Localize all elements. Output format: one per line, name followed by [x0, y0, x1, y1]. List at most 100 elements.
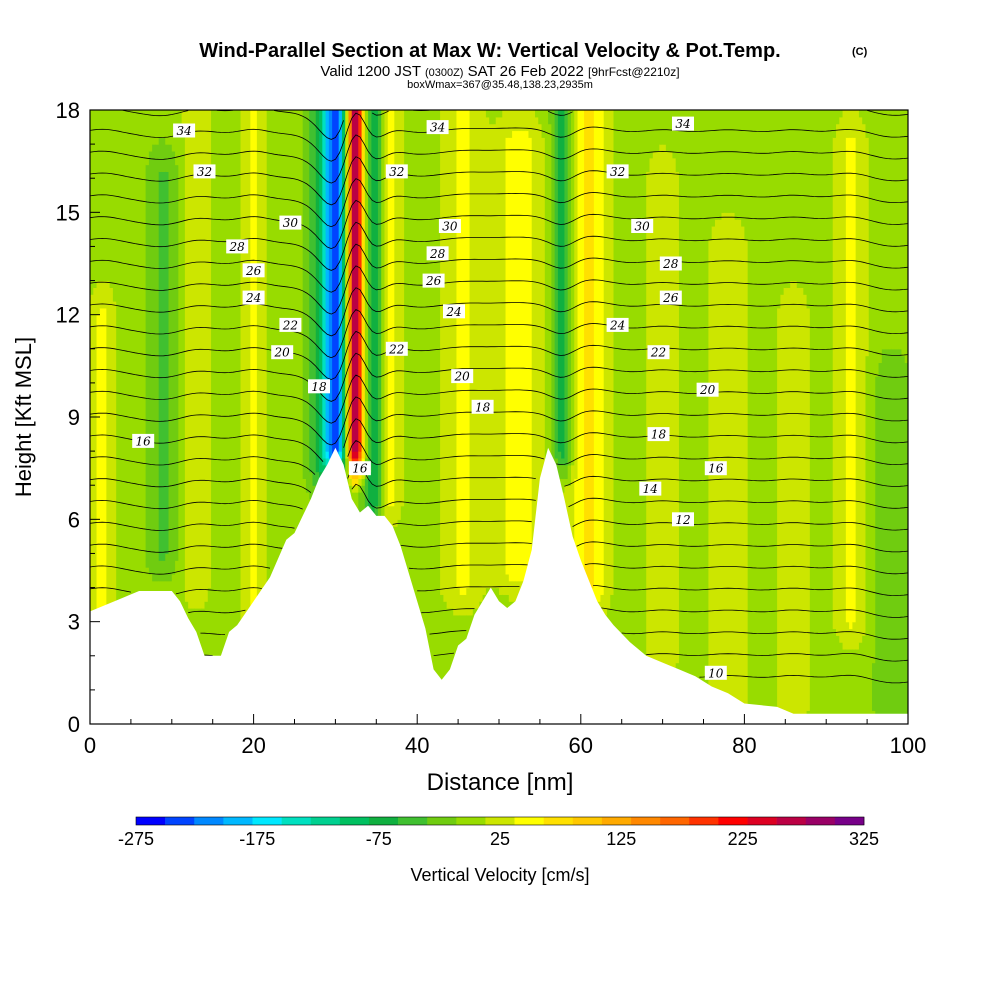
velocity-cell: [862, 110, 867, 125]
velocity-cell: [836, 635, 840, 724]
velocity-cell: [626, 110, 631, 724]
velocity-cell: [858, 116, 863, 643]
velocity-cell: [629, 110, 634, 724]
velocity-cell: [600, 110, 605, 595]
velocity-cell: [852, 621, 857, 650]
contour-label-bg: [348, 461, 371, 476]
x-tick-label: 80: [732, 733, 756, 758]
velocity-cell: [865, 137, 870, 357]
velocity-cell: [165, 144, 170, 172]
velocity-cell: [714, 110, 719, 220]
contour-label-text: 30: [283, 216, 299, 230]
velocity-cell: [194, 110, 199, 609]
velocity-cell: [99, 307, 104, 609]
theta-contour-31: [90, 199, 908, 250]
velocity-cell: [662, 110, 667, 145]
velocity-cell: [518, 110, 523, 132]
velocity-cell: [463, 110, 467, 595]
velocity-cell: [597, 110, 602, 602]
velocity-cell: [855, 648, 860, 724]
contour-label-bg: [438, 219, 461, 233]
contour-label: 22: [279, 317, 302, 332]
velocity-cell: [541, 110, 546, 138]
velocity-cell: [829, 110, 834, 724]
velocity-cell: [649, 110, 654, 159]
velocity-cell: [351, 451, 356, 459]
velocity-cell: [813, 110, 817, 724]
theta-contour-25: [90, 330, 908, 380]
velocity-cell: [309, 110, 314, 473]
contour-label-bg: [422, 273, 445, 288]
contour-label-bg: [279, 215, 302, 230]
velocity-cell: [803, 294, 808, 724]
velocity-cell: [816, 110, 821, 724]
contour-label: 22: [647, 345, 670, 360]
velocity-cell: [515, 580, 520, 602]
velocity-cell: [459, 110, 464, 595]
colorbar-swatch: [398, 817, 428, 825]
velocity-cell: [783, 110, 788, 288]
contour-label: 14: [639, 481, 662, 496]
velocity-cell: [845, 621, 850, 650]
contour-label-text: 14: [643, 482, 658, 496]
velocity-cell: [528, 110, 533, 138]
velocity-cell: [181, 130, 186, 724]
velocity-cell: [819, 110, 824, 724]
velocity-cell: [521, 110, 526, 132]
velocity-cell: [672, 110, 677, 159]
velocity-cell: [355, 485, 359, 493]
velocity-cell: [852, 137, 857, 623]
contour-label-bg: [279, 317, 302, 332]
contour-label: 10: [704, 665, 727, 680]
velocity-cell: [584, 110, 588, 589]
velocity-cell: [341, 457, 346, 473]
velocity-cell: [574, 110, 579, 479]
velocity-cell: [564, 110, 569, 466]
theta-contour-27: [90, 287, 908, 337]
velocity-cell: [309, 471, 314, 500]
velocity-cell: [845, 110, 850, 138]
velocity-cell: [718, 110, 723, 220]
velocity-cell: [904, 362, 908, 724]
velocity-cell: [675, 171, 680, 664]
velocity-cell: [423, 110, 428, 724]
theta-contour-labels: 34 32 30 28 26 24 22 20 18 16 16 34 32 30 28 26 24 22 20 18…: [132, 116, 727, 680]
velocity-cell: [132, 110, 137, 724]
velocity-cell: [178, 110, 183, 724]
velocity-cell: [780, 110, 785, 295]
velocity-cell: [112, 110, 117, 302]
y-axis: 0 3 6 9 12 15 18: [56, 98, 100, 737]
velocity-cell: [482, 110, 487, 595]
velocity-cell: [355, 471, 359, 479]
colorbar-swatch: [281, 817, 312, 825]
velocity-cell: [158, 110, 163, 138]
velocity-cell: [747, 110, 752, 724]
contour-label-bg: [672, 512, 694, 527]
velocity-cell: [764, 110, 768, 724]
velocity-cell: [806, 110, 811, 309]
contour-label-bg: [242, 263, 265, 278]
velocity-cell: [413, 110, 418, 724]
velocity-cell: [495, 116, 500, 589]
velocity-cell: [145, 110, 150, 166]
colorbar-swatch: [747, 817, 777, 825]
velocity-cell: [296, 110, 301, 724]
velocity-cell: [557, 110, 562, 452]
velocity-cell: [750, 110, 755, 724]
contour-label-text: 20: [274, 346, 291, 360]
velocity-cell: [145, 164, 150, 568]
contour-label-text: 34: [430, 121, 445, 135]
colorbar-swatch: [310, 817, 341, 825]
chart-subtitle-2: boxWmax=367@35.48,138.23,2935m: [407, 79, 593, 91]
colorbar-label: Vertical Velocity [cm/s]: [410, 865, 589, 885]
theta-contour-23: [90, 374, 908, 424]
velocity-cell: [512, 130, 516, 582]
velocity-cell: [548, 110, 552, 125]
velocity-cell: [836, 110, 840, 125]
contour-label-text: 28: [662, 257, 679, 271]
velocity-cell: [384, 110, 389, 520]
velocity-cell: [410, 110, 415, 724]
velocity-cell: [440, 594, 444, 724]
colorbar-swatch: [689, 817, 719, 825]
velocity-cell: [577, 110, 582, 602]
